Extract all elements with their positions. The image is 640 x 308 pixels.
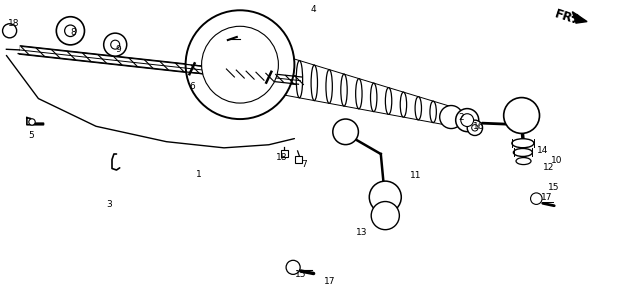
Circle shape (467, 120, 483, 136)
Circle shape (333, 119, 358, 145)
Ellipse shape (385, 87, 392, 114)
Ellipse shape (516, 158, 531, 164)
Text: 11: 11 (410, 171, 422, 180)
Text: 14: 14 (537, 146, 548, 156)
Polygon shape (572, 12, 587, 23)
Ellipse shape (326, 70, 332, 103)
Text: 16: 16 (473, 122, 484, 131)
Circle shape (111, 40, 120, 49)
Bar (280, 150, 287, 157)
Ellipse shape (356, 79, 362, 109)
Text: 4: 4 (311, 5, 316, 14)
Text: 8: 8 (71, 28, 76, 37)
Ellipse shape (266, 51, 273, 92)
Bar (294, 156, 301, 163)
Ellipse shape (371, 83, 377, 111)
Circle shape (202, 26, 278, 103)
Ellipse shape (445, 106, 451, 125)
Ellipse shape (415, 97, 422, 120)
Ellipse shape (311, 65, 317, 101)
Ellipse shape (282, 56, 288, 95)
Circle shape (440, 106, 463, 128)
Text: 3: 3 (106, 200, 111, 209)
Text: 5: 5 (28, 131, 33, 140)
Ellipse shape (400, 92, 406, 117)
Ellipse shape (341, 74, 348, 106)
Circle shape (531, 193, 542, 205)
Circle shape (65, 25, 76, 37)
Ellipse shape (237, 43, 243, 87)
Text: 15: 15 (295, 270, 307, 279)
Text: 9: 9 (116, 45, 121, 54)
Text: 7: 7 (301, 160, 307, 169)
Circle shape (504, 98, 540, 133)
Circle shape (3, 24, 17, 38)
Text: 15: 15 (548, 183, 559, 192)
Ellipse shape (512, 139, 534, 148)
Circle shape (371, 201, 399, 230)
Ellipse shape (296, 61, 303, 98)
Circle shape (56, 17, 84, 45)
Circle shape (472, 125, 478, 131)
Text: 18: 18 (276, 152, 287, 162)
Text: 13: 13 (356, 228, 367, 237)
Text: 10: 10 (551, 156, 563, 165)
Circle shape (186, 10, 294, 119)
Text: 18: 18 (8, 18, 20, 28)
Text: 1: 1 (196, 169, 201, 179)
Circle shape (286, 260, 300, 274)
Circle shape (461, 114, 474, 127)
Text: 17: 17 (541, 192, 553, 202)
Ellipse shape (252, 47, 258, 90)
Text: FR.: FR. (553, 7, 579, 27)
Circle shape (29, 119, 35, 125)
Ellipse shape (513, 148, 532, 156)
Ellipse shape (430, 101, 436, 123)
Text: 2: 2 (458, 112, 463, 122)
Circle shape (369, 181, 401, 213)
Circle shape (456, 109, 479, 132)
Text: 6: 6 (189, 82, 195, 91)
Text: 12: 12 (543, 163, 555, 172)
Circle shape (104, 33, 127, 56)
Text: 17: 17 (324, 277, 335, 286)
